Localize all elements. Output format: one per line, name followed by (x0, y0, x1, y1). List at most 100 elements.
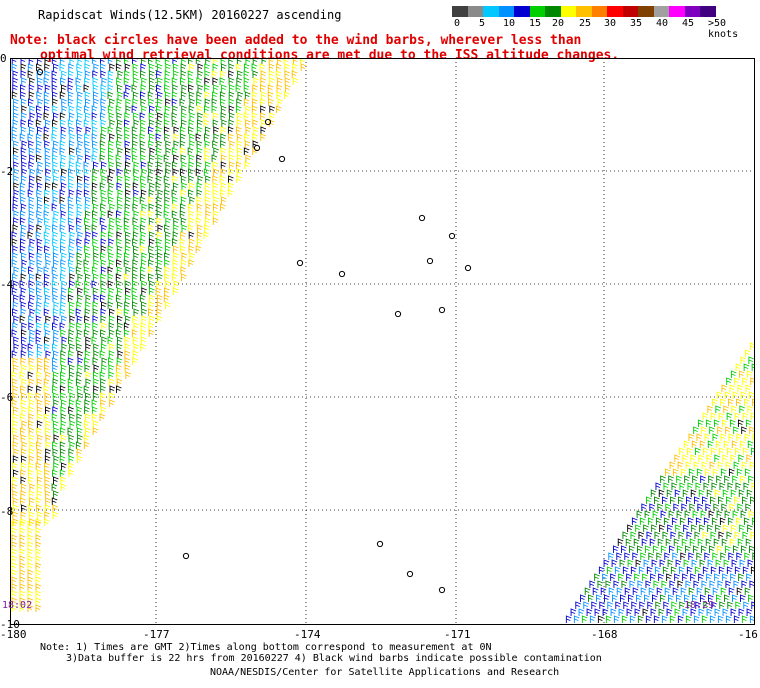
wind-barb (19, 294, 26, 302)
wind-barb (608, 587, 615, 595)
wind-barb (149, 77, 155, 85)
wind-barb (682, 608, 689, 616)
wind-barb (692, 594, 698, 602)
wind-barb (21, 154, 27, 162)
wind-barb (68, 406, 74, 414)
wind-barb (260, 105, 266, 113)
wind-barb (52, 245, 59, 253)
wind-barb (12, 518, 19, 526)
wind-barb (91, 196, 98, 204)
wind-barb (156, 140, 163, 148)
wind-barb (76, 406, 83, 414)
wind-barb (68, 280, 75, 288)
wind-barb (19, 280, 26, 288)
wind-barb (83, 434, 90, 442)
wind-barb (27, 469, 34, 477)
wind-barb (99, 413, 106, 421)
wind-barb (35, 231, 42, 239)
wind-barb (44, 196, 50, 204)
wind-barb (20, 490, 27, 498)
wind-barb (51, 77, 58, 85)
wind-barb (44, 147, 51, 155)
wind-barb (84, 140, 90, 148)
wind-barb (28, 91, 35, 99)
wind-barb (43, 231, 50, 239)
wind-barb (29, 238, 36, 246)
wind-barb (196, 98, 202, 106)
wind-barb (172, 84, 178, 92)
wind-barb (115, 217, 122, 225)
wind-barb (731, 559, 738, 567)
wind-barb (35, 133, 42, 141)
wind-barb (204, 105, 210, 113)
wind-barb (688, 468, 695, 476)
wind-barb (284, 63, 290, 71)
wind-barb (181, 84, 188, 92)
wind-barb (28, 119, 34, 127)
wind-barb (45, 168, 51, 176)
wind-barb (139, 133, 146, 141)
wind-barb (719, 447, 725, 455)
wind-barb (117, 147, 124, 155)
wind-barb (221, 119, 228, 127)
wind-barb (76, 413, 83, 421)
wind-barb (51, 70, 58, 78)
wind-barbs (11, 58, 755, 623)
wind-barb (92, 70, 98, 78)
wind-barb (195, 133, 202, 141)
wind-barb (45, 406, 51, 414)
wind-barb (157, 273, 163, 281)
wind-barb (68, 252, 75, 260)
wind-barb (219, 189, 226, 197)
wind-barb (68, 161, 75, 169)
wind-barb (212, 182, 219, 190)
wind-barb (28, 147, 35, 155)
wind-barb (736, 433, 743, 441)
wind-barb (745, 419, 752, 427)
wind-barb (59, 140, 66, 148)
wind-barb (44, 469, 50, 477)
wind-barb (59, 273, 66, 281)
wind-barb (60, 413, 67, 421)
wind-barb (654, 531, 661, 539)
wind-barb (698, 454, 704, 462)
wind-barb (36, 469, 43, 477)
wind-barb (188, 231, 195, 239)
wind-barb (734, 531, 741, 539)
wind-barb (204, 140, 211, 148)
wind-barb (132, 63, 139, 71)
wind-barb (746, 608, 753, 616)
wind-barb (76, 252, 83, 260)
wind-barb (140, 147, 146, 155)
wind-barb (93, 420, 99, 428)
wind-barb (76, 371, 83, 379)
wind-barb (124, 301, 130, 309)
wind-barb (731, 440, 738, 448)
wind-barb (116, 77, 122, 85)
wind-barb (133, 161, 140, 169)
wind-barb (28, 210, 35, 218)
wind-barb (100, 259, 107, 267)
wind-barb (646, 531, 653, 539)
wind-barb (37, 511, 43, 519)
wind-barb (124, 140, 131, 148)
wind-barb (179, 126, 186, 134)
wind-barb (108, 322, 115, 330)
wind-barb (686, 531, 693, 539)
wind-barb (35, 604, 42, 612)
wind-barb (60, 203, 66, 211)
wind-barb (11, 548, 18, 556)
wind-barb (44, 462, 50, 470)
wind-barb (29, 294, 35, 302)
wind-barb (61, 168, 67, 176)
wind-barb (92, 84, 99, 92)
wind-barb (197, 70, 204, 78)
wind-barb (76, 84, 82, 92)
wind-barb (99, 350, 106, 358)
wind-barb (735, 601, 741, 609)
island-outline (426, 257, 434, 265)
wind-barb (12, 224, 19, 232)
wind-barb (635, 524, 641, 532)
wind-barb (197, 63, 204, 71)
wind-barb (708, 475, 714, 483)
